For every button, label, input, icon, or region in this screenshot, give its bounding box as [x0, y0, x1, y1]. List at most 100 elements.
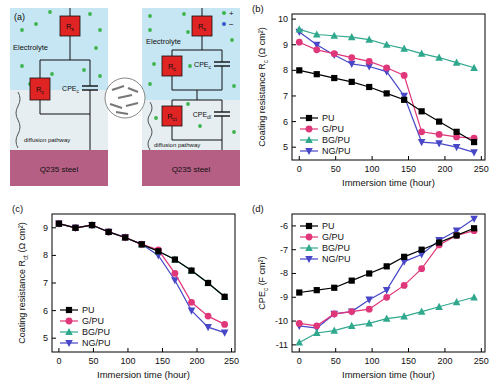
y-tick — [52, 283, 56, 284]
data-point — [384, 263, 390, 269]
y-axis-label-part: (Ω cm²) — [257, 27, 267, 60]
capacitor-plate — [82, 89, 98, 90]
cpe-label: CPEc — [194, 61, 211, 70]
capacitor-plate — [214, 115, 230, 116]
data-point — [205, 280, 211, 286]
data-point — [314, 71, 320, 77]
ion — [230, 38, 234, 42]
y-tick — [292, 225, 296, 226]
y-axis-label-part: (F cm²) — [257, 256, 267, 288]
data-point — [383, 294, 390, 301]
substrate-label: Q235 steel — [40, 165, 79, 174]
data-point — [155, 248, 161, 254]
legend-entry: PU — [300, 113, 335, 123]
data-point — [419, 247, 425, 253]
legend: PUG/PUBG/PUNG/PU — [60, 305, 111, 348]
y-tick-label: 6 — [283, 117, 288, 127]
electrolyte — [10, 8, 108, 90]
y-axis-label: CPEc (F cm²) — [257, 256, 269, 309]
legend-entry: BG/PU — [300, 243, 350, 253]
data-point — [138, 241, 146, 248]
capacitor-plate — [214, 111, 230, 112]
resistor-label-part: ct — [173, 116, 178, 122]
legend-label: PU — [322, 221, 335, 231]
legend-marker — [305, 256, 313, 263]
data-point — [330, 32, 338, 39]
diffusion-path — [148, 102, 152, 150]
x-tick — [58, 348, 59, 352]
cpe-label-part: c — [208, 64, 211, 70]
pathway-label: diffusion pathway — [154, 142, 200, 148]
y-tick-label: -8 — [280, 268, 288, 278]
data-point — [383, 64, 390, 71]
electrolyte-label: Electrolyte — [146, 37, 181, 46]
data-point — [348, 322, 356, 329]
data-point — [365, 36, 373, 43]
y-tick-label: -11 — [276, 340, 288, 350]
data-point — [105, 229, 113, 236]
data-point — [89, 222, 96, 229]
x-tick-label: 250 — [474, 164, 489, 174]
x-tick — [93, 348, 94, 352]
legend-marker — [305, 244, 313, 251]
coating — [10, 90, 108, 150]
data-point — [383, 287, 391, 294]
data-point — [205, 313, 212, 320]
chart: 05010015020025056789Immersion time (hour… — [12, 203, 239, 380]
data-point — [400, 44, 408, 51]
x-tick-label: 50 — [331, 164, 341, 174]
ion — [154, 116, 158, 120]
x-tick — [231, 348, 232, 352]
x-tick-label: 100 — [365, 356, 380, 366]
chart: 050100150200250-11-10-9-8-7-6Immersion t… — [252, 203, 489, 380]
y-tick-label: 7 — [283, 91, 288, 101]
data — [295, 25, 477, 156]
x-tick-label: 50 — [331, 356, 341, 366]
cpe-label-part: CPE — [194, 61, 209, 68]
legend: PUG/PUBG/PUNG/PU — [300, 221, 351, 264]
data-point — [88, 222, 96, 229]
legend-label: G/PU — [82, 316, 104, 326]
ion — [94, 46, 98, 50]
data — [295, 216, 477, 346]
legend-marker — [305, 136, 313, 143]
data-point — [122, 234, 129, 241]
x-tick — [481, 156, 482, 160]
x-tick-label: 100 — [365, 164, 380, 174]
y-tick — [52, 255, 56, 256]
y-tick-label: 8 — [43, 250, 48, 260]
legend-marker — [306, 234, 313, 241]
ion-key — [222, 11, 226, 15]
data-point — [435, 53, 443, 60]
ion — [50, 72, 54, 76]
legend-label: BG/PU — [322, 243, 350, 253]
data-point — [366, 270, 372, 276]
resistor — [162, 106, 182, 126]
wire — [172, 8, 222, 150]
ion — [148, 14, 152, 18]
x-tick-label: 0 — [297, 356, 302, 366]
data-point — [72, 224, 80, 231]
x-tick — [127, 348, 128, 352]
data-point — [366, 58, 373, 65]
series-line — [59, 224, 225, 333]
data-point — [88, 221, 96, 228]
legend-label: G/PU — [322, 124, 344, 134]
x-axis-label: Immersion time (hour) — [342, 369, 435, 380]
data-point — [313, 30, 321, 37]
data-point — [471, 139, 477, 145]
data-point — [296, 39, 303, 46]
y-tick — [292, 321, 296, 322]
legend-label: PU — [82, 305, 95, 315]
y-tick-label: 9 — [43, 223, 48, 233]
y-tick-label: -6 — [280, 221, 288, 231]
data-point — [418, 307, 426, 314]
ion — [232, 84, 236, 88]
graphene-flake — [126, 103, 138, 106]
data-point — [72, 225, 80, 232]
legend-entry: BG/PU — [60, 327, 110, 337]
data-point — [453, 298, 461, 305]
resistor-label-part: s — [71, 26, 74, 32]
series-line — [299, 231, 474, 326]
ion — [232, 130, 236, 134]
